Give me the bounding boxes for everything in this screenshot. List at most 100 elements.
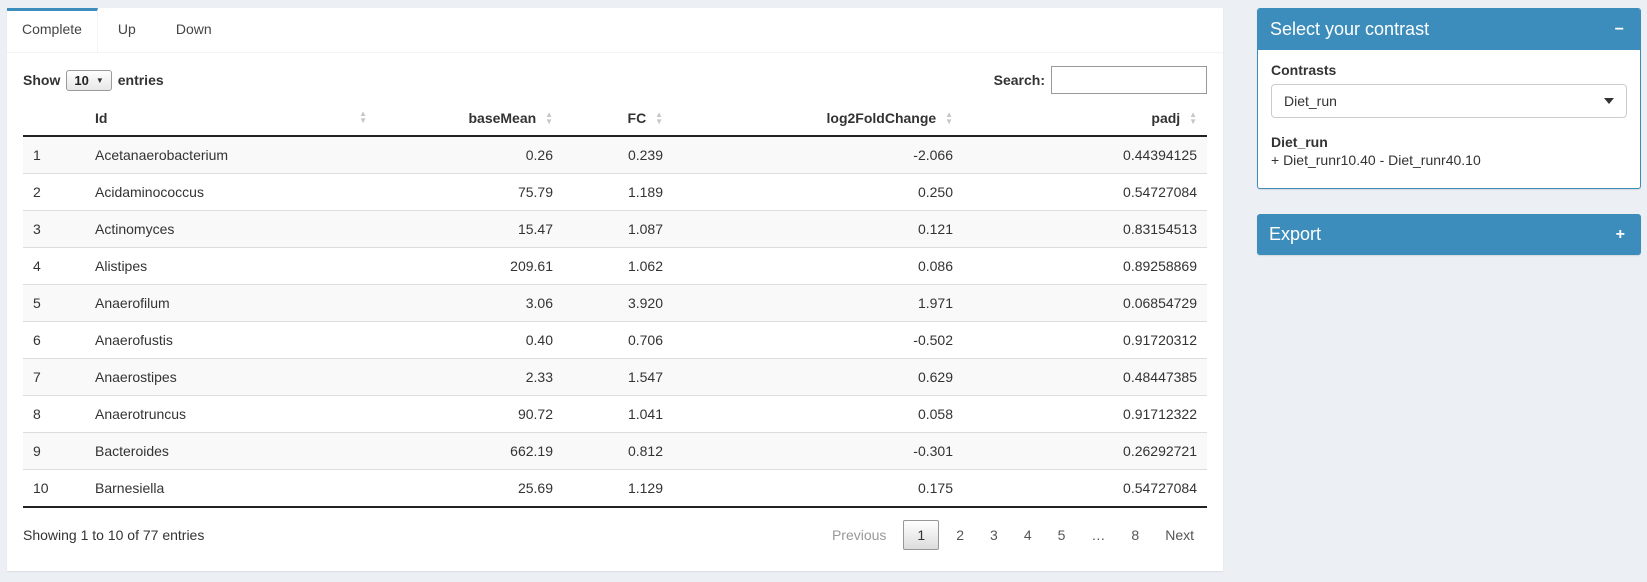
contrasts-label: Contrasts <box>1271 62 1337 78</box>
pagination-page-5[interactable]: 5 <box>1057 527 1066 544</box>
cell-fc: 1.062 <box>627 258 663 275</box>
column-label: Id <box>95 110 108 127</box>
cell-basemean: 0.26 <box>525 147 553 164</box>
cell-padj: 0.83154513 <box>1123 221 1197 238</box>
column-label: FC <box>627 110 647 126</box>
cell-basemean: 2.33 <box>525 369 553 386</box>
cell-basemean: 662.19 <box>510 443 553 460</box>
table-info: Showing 1 to 10 of 77 entries <box>23 527 205 544</box>
search-control: Search: <box>994 66 1207 94</box>
tab-complete[interactable]: Complete <box>7 8 98 52</box>
column-header-log2foldchange[interactable]: log2FoldChange ▲ ▼ <box>673 101 963 138</box>
results-table: Id ▲ ▼ baseMean ▲ ▼ FC ▲ ▼ <box>23 101 1207 509</box>
cell-basemean: 15.47 <box>517 221 553 238</box>
contrast-select[interactable]: Diet_run <box>1271 84 1627 118</box>
contrast-panel: Select your contrast − Contrasts Diet_ru… <box>1257 8 1641 189</box>
cell-padj: 0.54727084 <box>1123 184 1197 201</box>
row-number: 9 <box>33 443 41 460</box>
cell-log2foldchange: -0.502 <box>913 332 953 349</box>
cell-basemean: 25.69 <box>517 480 553 497</box>
cell-padj: 0.91712322 <box>1123 406 1197 423</box>
page-length-select[interactable]: 10 ▼ <box>66 69 112 91</box>
search-input[interactable] <box>1051 66 1207 94</box>
cell-log2foldchange: 0.086 <box>917 258 953 275</box>
results-panel: Complete Up Down Show 10 ▼ entries Searc… <box>7 8 1223 571</box>
row-number: 2 <box>33 184 41 201</box>
pagination-page-3[interactable]: 3 <box>990 527 998 544</box>
cell-padj: 0.91720312 <box>1123 332 1197 349</box>
tab-up[interactable]: Up <box>117 21 136 37</box>
chevron-down-icon <box>1604 98 1614 104</box>
search-label: Search: <box>993 72 1045 88</box>
cell-id: Barnesiella <box>95 480 165 497</box>
cell-basemean: 3.06 <box>525 295 553 312</box>
expand-plus-icon[interactable]: + <box>1612 225 1629 245</box>
cell-log2foldchange: -2.066 <box>913 147 953 164</box>
cell-id: Anaerofustis <box>95 332 173 349</box>
cell-fc: 1.087 <box>627 221 663 238</box>
column-header-padj[interactable]: padj ▲ ▼ <box>963 101 1207 138</box>
contrast-select-value: Diet_run <box>1284 93 1337 109</box>
cell-id: Anaerofilum <box>95 295 170 312</box>
column-header-basemean[interactable]: baseMean ▲ ▼ <box>373 101 563 138</box>
cell-log2foldchange: 0.250 <box>917 184 953 201</box>
cell-fc: 1.129 <box>627 480 663 497</box>
contrast-formula: + Diet_runr10.40 - Diet_runr40.10 <box>1271 152 1481 168</box>
table-row: 10 Barnesiella 25.69 1.129 0.175 0.54727… <box>23 469 1207 508</box>
cell-id: Anaerotruncus <box>95 406 187 423</box>
cell-fc: 1.547 <box>627 369 663 386</box>
cell-fc: 0.706 <box>627 332 663 349</box>
pagination-page-1[interactable]: 1 <box>903 520 940 551</box>
column-header-fc[interactable]: FC ▲ ▼ <box>563 101 673 138</box>
select-arrow-icon: ▼ <box>95 75 104 85</box>
pagination-ellipsis: … <box>1091 527 1106 544</box>
pagination-previous-button[interactable]: Previous <box>831 527 887 544</box>
pagination-page-8[interactable]: 8 <box>1131 527 1140 544</box>
contrast-panel-title: Select your contrast <box>1270 19 1430 39</box>
export-panel-header[interactable]: Export + <box>1257 214 1641 255</box>
table-row: 6 Anaerofustis 0.40 0.706 -0.502 0.91720… <box>23 321 1207 359</box>
show-label: Show <box>23 72 61 88</box>
collapse-minus-icon[interactable]: − <box>1611 20 1628 40</box>
table-row: 4 Alistipes 209.61 1.062 0.086 0.8925886… <box>23 247 1207 285</box>
sidebar-panels: Select your contrast − Contrasts Diet_ru… <box>1257 8 1641 255</box>
cell-padj: 0.48447385 <box>1123 369 1197 386</box>
table-row: 2 Acidaminococcus 75.79 1.189 0.250 0.54… <box>23 173 1207 211</box>
column-header-id[interactable]: Id ▲ ▼ <box>85 101 373 138</box>
cell-log2foldchange: 0.629 <box>917 369 953 386</box>
sort-icon: ▲ ▼ <box>545 110 553 127</box>
cell-log2foldchange: 0.121 <box>917 221 953 238</box>
row-number: 3 <box>33 221 41 238</box>
cell-log2foldchange: 0.175 <box>917 480 953 497</box>
pagination-page-2[interactable]: 2 <box>956 527 965 544</box>
cell-padj: 0.26292721 <box>1123 443 1197 460</box>
row-number: 5 <box>33 295 41 312</box>
sort-icon: ▲ ▼ <box>1189 110 1197 127</box>
table-row: 1 Acetanaerobacterium 0.26 0.239 -2.066 … <box>23 136 1207 174</box>
cell-id: Bacteroides <box>95 443 169 460</box>
column-label: log2FoldChange <box>826 110 937 126</box>
cell-log2foldchange: -0.301 <box>913 443 953 460</box>
cell-basemean: 90.72 <box>517 406 553 423</box>
cell-fc: 1.041 <box>627 406 663 423</box>
table-row: 9 Bacteroides 662.19 0.812 -0.301 0.2629… <box>23 432 1207 470</box>
row-number: 10 <box>33 480 49 497</box>
results-tabs: Complete Up Down <box>7 8 1223 53</box>
contrast-panel-header: Select your contrast − <box>1258 9 1640 50</box>
cell-id: Alistipes <box>95 258 148 275</box>
cell-basemean: 209.61 <box>510 258 553 275</box>
table-row: 3 Actinomyces 15.47 1.087 0.121 0.831545… <box>23 210 1207 248</box>
table-row: 7 Anaerostipes 2.33 1.547 0.629 0.484473… <box>23 358 1207 396</box>
pagination-page-4[interactable]: 4 <box>1023 527 1032 544</box>
tab-content-complete: Show 10 ▼ entries Search: Id <box>7 53 1223 551</box>
contrast-panel-body: Contrasts Diet_run Diet_run + Diet_runr1… <box>1258 50 1640 188</box>
cell-id: Acidaminococcus <box>95 184 204 201</box>
cell-id: Anaerostipes <box>95 369 177 386</box>
cell-basemean: 0.40 <box>525 332 553 349</box>
sort-icon: ▲ ▼ <box>359 109 367 126</box>
tab-down[interactable]: Down <box>175 21 212 37</box>
pagination-next-button[interactable]: Next <box>1165 527 1194 544</box>
cell-log2foldchange: 0.058 <box>917 406 953 423</box>
cell-fc: 3.920 <box>627 295 663 312</box>
row-number: 4 <box>33 258 41 275</box>
